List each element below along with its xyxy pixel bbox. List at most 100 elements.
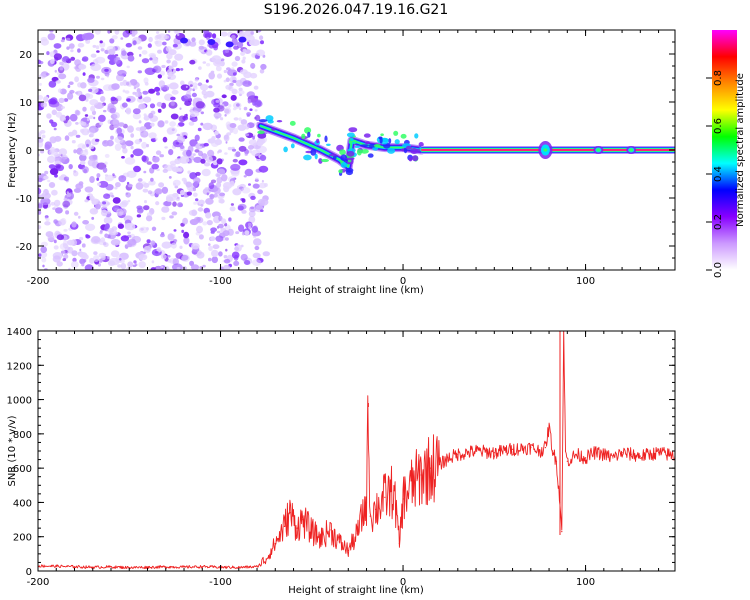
noise-speckle	[205, 198, 214, 205]
noise-speckle	[244, 260, 251, 265]
noise-speckle	[51, 189, 58, 196]
noise-speckle	[234, 55, 241, 62]
noise-speckle	[174, 185, 179, 189]
noise-speckle	[240, 119, 248, 125]
noise-speckle	[201, 168, 211, 177]
drift-blob	[283, 146, 288, 153]
noise-speckle	[232, 158, 238, 163]
noise-speckle	[53, 245, 59, 250]
noise-speckle	[95, 56, 106, 64]
figure-title: S196.2026.047.19.16.G21	[264, 2, 449, 18]
noise-speckle	[186, 149, 192, 157]
noise-speckle	[243, 34, 255, 43]
noise-speckle	[120, 235, 130, 242]
noise-speckle	[122, 89, 126, 93]
noise-speckle	[108, 48, 116, 55]
noise-speckle	[230, 203, 234, 206]
noise-speckle	[44, 141, 52, 149]
noise-speckle	[39, 73, 47, 79]
noise-speckle	[192, 86, 198, 90]
noise-speckle	[179, 156, 190, 164]
noise-speckle	[150, 267, 157, 270]
noise-speckle	[169, 197, 172, 200]
drift-blob	[310, 148, 317, 156]
snr-point	[667, 453, 669, 455]
noise-speckle	[104, 233, 109, 238]
noise-speckle	[167, 254, 171, 258]
noise-speckle	[212, 244, 220, 250]
noise-speckle	[229, 123, 237, 128]
noise-speckle	[114, 136, 124, 144]
noise-speckle	[224, 114, 227, 117]
noise-speckle	[167, 84, 170, 87]
noise-speckle	[102, 84, 114, 91]
noise-speckle	[158, 80, 165, 88]
noise-speckle	[252, 252, 261, 259]
noise-speckle	[194, 78, 199, 82]
noise-speckle	[53, 127, 57, 131]
noise-speckle	[67, 84, 71, 89]
noise-speckle	[89, 176, 95, 183]
noise-speckle	[132, 40, 137, 46]
noise-speckle	[235, 151, 241, 158]
noise-speckle	[167, 73, 177, 80]
noise-speckle	[243, 106, 248, 111]
noise-speckle	[125, 140, 134, 147]
noise-speckle	[183, 94, 192, 100]
noise-speckle	[38, 253, 42, 257]
noise-speckle	[93, 208, 98, 213]
noise-speckle	[69, 89, 75, 94]
snr-point	[55, 565, 57, 567]
noise-speckle	[39, 82, 42, 86]
noise-speckle	[238, 224, 245, 232]
noise-speckle	[137, 178, 143, 182]
noise-speckle	[152, 156, 160, 163]
noise-speckle	[211, 55, 222, 63]
noise-speckle	[216, 181, 222, 188]
y-tick-label: -10	[16, 194, 32, 205]
noise-speckle	[254, 95, 259, 99]
noise-speckle	[238, 137, 245, 142]
noise-speckle	[126, 81, 130, 86]
noise-speckle	[212, 33, 217, 39]
drift-blob	[367, 153, 374, 158]
noise-speckle	[145, 227, 149, 231]
noise-speckle	[255, 99, 262, 106]
snr-point	[302, 519, 304, 521]
noise-speckle	[243, 71, 252, 79]
noise-speckle	[220, 117, 224, 121]
noise-speckle	[150, 122, 155, 127]
noise-speckle	[106, 210, 111, 214]
noise-speckle	[257, 198, 269, 206]
noise-speckle	[216, 192, 225, 200]
noise-speckle	[247, 222, 252, 227]
noise-speckle	[79, 160, 86, 165]
noise-speckle	[166, 52, 173, 60]
noise-speckle	[121, 102, 128, 108]
noise-speckle	[183, 231, 190, 239]
noise-speckle	[63, 197, 68, 201]
snr-point	[648, 453, 651, 455]
noise-speckle	[112, 197, 121, 204]
snr-point	[555, 460, 558, 462]
x-tick-label: 100	[576, 276, 595, 287]
drift-blob	[346, 157, 355, 161]
noise-speckle	[166, 126, 178, 135]
noise-speckle	[221, 174, 228, 182]
y-tick-label: 1000	[7, 396, 32, 407]
noise-speckle	[157, 74, 162, 79]
noise-speckle	[181, 229, 185, 233]
colorbar-tick-label: 0.6	[713, 118, 724, 134]
noise-speckle	[171, 211, 178, 216]
noise-speckle	[50, 201, 56, 206]
snr-point	[369, 515, 371, 517]
noise-speckle	[216, 176, 223, 184]
noise-speckle	[156, 31, 160, 34]
noise-speckle	[136, 207, 144, 214]
noise-speckle	[258, 165, 269, 173]
burst	[629, 148, 634, 152]
noise-hotspot	[207, 39, 216, 45]
noise-speckle	[127, 239, 137, 246]
noise-speckle	[225, 141, 228, 144]
drift-blob	[326, 143, 331, 146]
